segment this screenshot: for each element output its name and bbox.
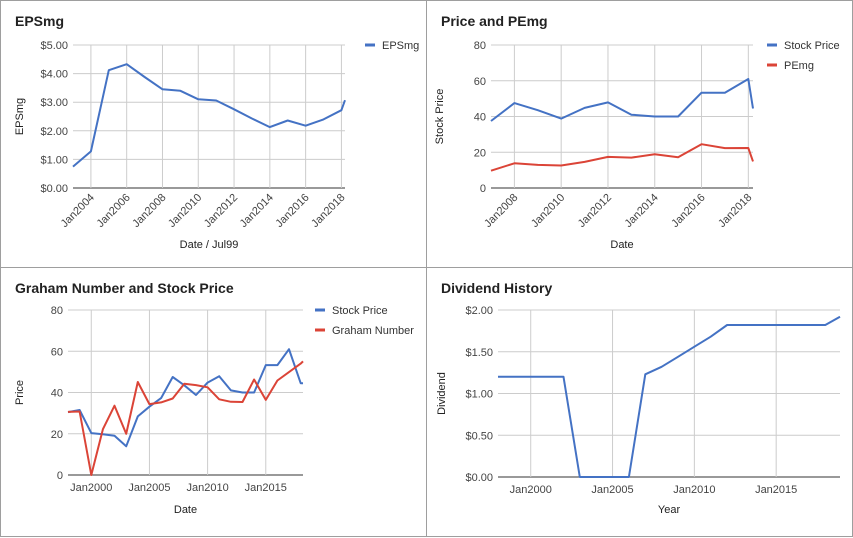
- legend-label: Stock Price: [332, 305, 388, 317]
- y-tick-label: 20: [474, 147, 486, 159]
- x-tick-label: Jan2018: [716, 192, 754, 230]
- x-tick-label: Jan2010: [166, 192, 204, 230]
- y-tick-label: 0: [480, 183, 486, 195]
- y-axis-title: EPSmg: [14, 98, 26, 135]
- x-tick-label: Jan2000: [510, 484, 552, 496]
- y-tick-label: $0.00: [465, 472, 493, 484]
- series-line: [68, 361, 303, 475]
- x-tick-label: Jan2000: [70, 482, 112, 494]
- y-axis-title: Dividend: [436, 372, 448, 415]
- dividend-chart: $0.00 $0.50 $1.00 $1.50 $2.00 Jan2000 Jan2005 J…: [427, 268, 853, 538]
- series-line: [491, 79, 753, 121]
- x-tick-label: Jan2012: [576, 192, 614, 230]
- x-tick-label: Jan2010: [673, 484, 715, 496]
- x-tick-label: Jan2010: [186, 482, 228, 494]
- y-tick-label: 40: [474, 112, 486, 124]
- series-line: [73, 64, 345, 166]
- x-tick-label: Jan2006: [94, 192, 132, 230]
- y-tick-label: 20: [51, 429, 63, 441]
- y-tick-label: 60: [474, 76, 486, 88]
- x-tick-label: Jan2005: [128, 482, 170, 494]
- x-tick-label: Jan2018: [309, 192, 347, 230]
- y-tick-label: $1.50: [465, 347, 493, 359]
- y-tick-label: $0.00: [40, 183, 68, 195]
- series-line: [491, 144, 753, 171]
- y-tick-label: 40: [51, 388, 63, 400]
- y-tick-label: 60: [51, 346, 63, 358]
- x-axis-title: Year: [658, 504, 681, 516]
- y-tick-label: $2.00: [465, 305, 493, 317]
- x-tick-label: Jan2016: [669, 192, 707, 230]
- x-tick-label: Jan2008: [130, 192, 168, 230]
- x-tick-label: Jan2015: [245, 482, 287, 494]
- x-axis-title: Date: [174, 504, 197, 516]
- y-axis-title: Price: [14, 380, 26, 405]
- y-tick-label: $5.00: [40, 40, 68, 52]
- y-tick-label: 0: [57, 470, 63, 482]
- x-tick-label: Jan2016: [273, 192, 311, 230]
- y-tick-label: 80: [474, 40, 486, 52]
- x-tick-label: Jan2010: [529, 192, 567, 230]
- y-tick-label: $0.50: [465, 430, 493, 442]
- x-tick-label: Jan2014: [623, 192, 661, 230]
- x-axis-title: Date: [610, 239, 633, 251]
- y-tick-label: $1.00: [465, 389, 493, 401]
- x-tick-label: Jan2012: [202, 192, 240, 230]
- x-tick-label: Jan2008: [482, 192, 520, 230]
- y-tick-label: $3.00: [40, 97, 68, 109]
- x-tick-label: Jan2004: [59, 192, 97, 230]
- legend-label: EPSmg: [382, 40, 419, 52]
- legend-label: Graham Number: [332, 325, 414, 337]
- y-tick-label: 80: [51, 305, 63, 317]
- x-tick-label: Jan2005: [591, 484, 633, 496]
- legend-label: PEmg: [784, 60, 814, 72]
- y-tick-label: $4.00: [40, 69, 68, 81]
- legend-label: Stock Price: [784, 40, 840, 52]
- epsmg-chart: $0.00$1.00$2.00$3.00$4.00$5.00Jan2004Jan…: [1, 1, 428, 269]
- y-tick-label: $2.00: [40, 126, 68, 138]
- series-line: [498, 317, 840, 477]
- y-axis-title: Stock Price: [434, 89, 446, 145]
- graham-chart: 0 20 40 60 80 Jan2000 Jan2005 Jan2010 Jan2015 Dat…: [1, 268, 428, 538]
- x-axis-title: Date / Jul99: [180, 239, 239, 251]
- y-tick-label: $1.00: [40, 154, 68, 166]
- chart-panel-dividend: Dividend History $0.00$0.50$1.00$1.50$2.…: [426, 267, 853, 537]
- x-tick-label: Jan2014: [238, 192, 276, 230]
- x-tick-label: Jan2015: [755, 484, 797, 496]
